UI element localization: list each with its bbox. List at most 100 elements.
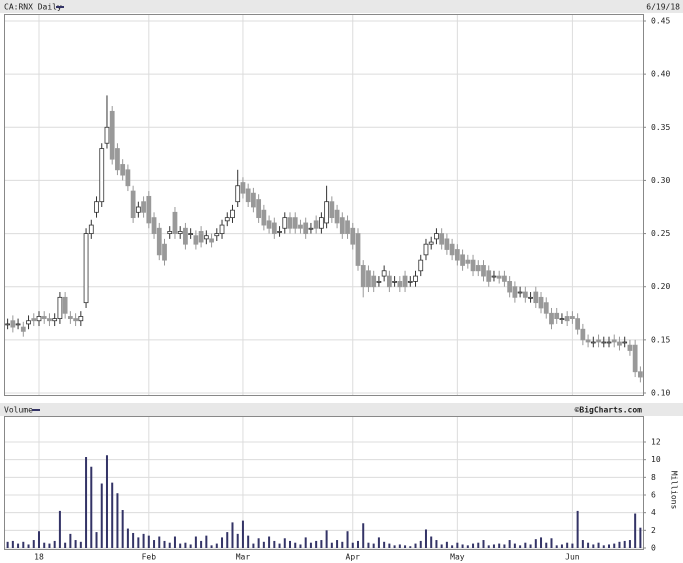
- volume-bar: [11, 540, 14, 548]
- volume-bar: [451, 545, 454, 548]
- volume-bar: [534, 539, 537, 548]
- volume-bar: [189, 544, 192, 548]
- volume-bar: [618, 541, 621, 548]
- candle-body: [407, 280, 413, 283]
- candle-body: [606, 341, 612, 344]
- candle-body: [402, 275, 408, 288]
- legend-icon: [56, 6, 64, 8]
- candle-body: [214, 233, 220, 237]
- volume-bar: [398, 544, 401, 548]
- candle-body: [115, 148, 120, 171]
- candle-body: [62, 296, 68, 314]
- candle-body: [41, 316, 47, 319]
- candle-body: [10, 320, 16, 328]
- volume-bar: [477, 542, 480, 548]
- y-tick-label: 12: [651, 438, 661, 447]
- y-tick-label: 0.15: [651, 335, 670, 344]
- candle-body: [470, 259, 476, 272]
- volume-bar: [299, 544, 302, 548]
- volume-bar: [200, 540, 203, 548]
- volume-bar: [336, 540, 339, 548]
- volume-bar: [440, 544, 443, 548]
- candle-body: [256, 199, 262, 219]
- candle-body: [596, 339, 601, 343]
- volume-bar: [132, 532, 135, 548]
- candle-body: [52, 318, 58, 322]
- volume-bar: [634, 513, 637, 548]
- candle-body: [271, 222, 277, 234]
- volume-bar: [424, 529, 427, 548]
- volume-bar: [623, 540, 626, 548]
- candle-body: [360, 265, 366, 288]
- candle-body: [549, 312, 554, 325]
- volume-bar: [105, 455, 108, 548]
- volume-bar: [309, 542, 312, 548]
- volume-bar: [529, 544, 532, 548]
- candle-body: [277, 231, 282, 233]
- candle-body: [611, 339, 617, 343]
- volume-bar: [289, 540, 292, 548]
- candle-body: [517, 291, 523, 294]
- candle-body: [439, 233, 445, 245]
- volume-bar: [6, 541, 9, 548]
- candle-body: [413, 275, 418, 282]
- volume-bar: [64, 542, 67, 548]
- candle-body: [141, 201, 146, 213]
- candle-body: [266, 220, 272, 229]
- volume-bar: [404, 545, 407, 548]
- y-tick-label: 0.20: [651, 282, 670, 291]
- y-tick-label: 10: [651, 455, 661, 464]
- volume-bar: [90, 466, 93, 548]
- volume-bar: [221, 537, 224, 548]
- volume-bar: [445, 541, 448, 548]
- candle-body: [334, 209, 340, 224]
- candle-body: [371, 275, 377, 288]
- candle-body: [339, 217, 345, 234]
- y-tick-label: 0: [651, 544, 656, 553]
- candle-body: [580, 328, 586, 341]
- candle-body: [172, 211, 178, 234]
- volume-bar: [126, 528, 129, 548]
- volume-bar: [639, 527, 642, 548]
- candle-body: [224, 217, 230, 222]
- y-tick-label: 6: [651, 491, 656, 500]
- candle-body: [564, 316, 570, 322]
- volume-bar: [330, 542, 333, 548]
- price-panel: [4, 14, 644, 396]
- chart-title: CA:RNX Daily: [4, 3, 62, 12]
- volume-bar: [247, 535, 250, 548]
- candle-body: [522, 291, 528, 298]
- candle-body: [120, 164, 126, 176]
- candle-body: [533, 291, 539, 304]
- candle-body: [5, 323, 11, 326]
- y-tick-label: 0.25: [651, 229, 670, 238]
- y-tick-label: 8: [651, 473, 656, 482]
- candle-body: [355, 233, 361, 266]
- candle-body: [193, 235, 199, 245]
- volume-bar: [205, 535, 208, 548]
- candle-body: [94, 201, 99, 213]
- volume-bar: [513, 543, 516, 548]
- volume-bar: [498, 543, 501, 548]
- candle-body: [146, 195, 152, 224]
- candle-body: [434, 233, 439, 240]
- volume-bar: [566, 542, 569, 548]
- volume-bar: [32, 540, 35, 548]
- volume-bar: [231, 522, 234, 548]
- volume-axis-label: Millions: [670, 471, 679, 510]
- volume-bar: [545, 542, 548, 548]
- candle-body: [350, 227, 356, 245]
- volume-bar: [153, 540, 156, 548]
- y-tick-label: 4: [651, 508, 656, 517]
- candle-body: [20, 326, 26, 332]
- candle-body: [502, 275, 507, 282]
- volume-bar: [540, 537, 543, 548]
- candle-body: [235, 185, 241, 203]
- volume-bar: [147, 535, 150, 548]
- candle-body: [57, 296, 63, 320]
- volume-bar: [210, 545, 213, 548]
- volume-bar: [430, 536, 433, 548]
- candle-body: [381, 270, 387, 277]
- volume-bar: [587, 542, 590, 548]
- volume-bar: [466, 545, 469, 548]
